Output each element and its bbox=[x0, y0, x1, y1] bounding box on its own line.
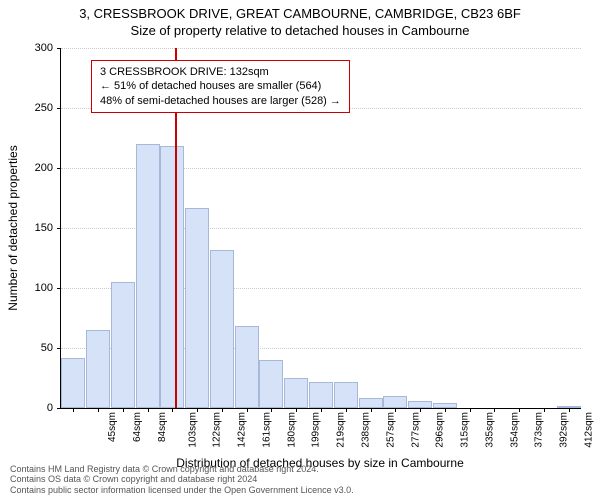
title-line-2: Size of property relative to detached ho… bbox=[0, 21, 600, 38]
ytick-label: 200 bbox=[13, 162, 53, 174]
xtick-mark bbox=[494, 408, 495, 412]
xtick-label: 161sqm bbox=[262, 412, 273, 448]
histogram-bar bbox=[185, 208, 209, 408]
ytick-label: 100 bbox=[13, 282, 53, 294]
histogram-bar bbox=[160, 146, 184, 408]
footer: Contains HM Land Registry data © Crown c… bbox=[10, 464, 354, 496]
xtick-mark bbox=[420, 408, 421, 412]
xtick-label: 257sqm bbox=[385, 412, 396, 448]
xtick-label: 277sqm bbox=[410, 412, 421, 448]
gridline bbox=[61, 48, 581, 49]
xtick-label: 373sqm bbox=[534, 412, 545, 448]
histogram-bar bbox=[259, 360, 283, 408]
ytick-label: 150 bbox=[13, 222, 53, 234]
xtick-mark bbox=[222, 408, 223, 412]
ytick-label: 50 bbox=[13, 342, 53, 354]
xtick-label: 142sqm bbox=[237, 412, 248, 448]
xtick-mark bbox=[544, 408, 545, 412]
xtick-label: 64sqm bbox=[132, 412, 143, 442]
title-line-1: 3, CRESSBROOK DRIVE, GREAT CAMBOURNE, CA… bbox=[0, 0, 600, 21]
histogram-bar bbox=[284, 378, 308, 408]
ytick-label: 250 bbox=[13, 102, 53, 114]
ytick-label: 300 bbox=[13, 42, 53, 54]
xtick-label: 84sqm bbox=[157, 412, 168, 442]
xtick-mark bbox=[98, 408, 99, 412]
ytick-mark bbox=[57, 348, 61, 349]
footer-line-1: Contains HM Land Registry data © Crown c… bbox=[10, 464, 354, 475]
xtick-label: 45sqm bbox=[107, 412, 118, 442]
xtick-label: 219sqm bbox=[336, 412, 347, 448]
xtick-mark bbox=[123, 408, 124, 412]
xtick-mark bbox=[172, 408, 173, 412]
xtick-label: 180sqm bbox=[286, 412, 297, 448]
histogram-bar bbox=[383, 396, 407, 408]
xtick-label: 296sqm bbox=[435, 412, 446, 448]
xtick-label: 335sqm bbox=[484, 412, 495, 448]
histogram-bar bbox=[210, 250, 234, 408]
xtick-mark bbox=[395, 408, 396, 412]
histogram-bar bbox=[334, 382, 358, 408]
xtick-mark bbox=[371, 408, 372, 412]
xtick-mark bbox=[470, 408, 471, 412]
info-line-2: ← 51% of detached houses are smaller (56… bbox=[100, 79, 341, 93]
xtick-mark bbox=[445, 408, 446, 412]
xtick-label: 392sqm bbox=[559, 412, 570, 448]
ytick-mark bbox=[57, 48, 61, 49]
histogram-bar bbox=[136, 144, 160, 408]
ytick-mark bbox=[57, 288, 61, 289]
chart-container: 3, CRESSBROOK DRIVE, GREAT CAMBOURNE, CA… bbox=[0, 0, 600, 500]
histogram-bar bbox=[61, 358, 85, 408]
ytick-label: 0 bbox=[13, 402, 53, 414]
histogram-bar bbox=[86, 330, 110, 408]
xtick-mark bbox=[569, 408, 570, 412]
xtick-mark bbox=[519, 408, 520, 412]
xtick-mark bbox=[346, 408, 347, 412]
xtick-label: 315sqm bbox=[460, 412, 471, 448]
ytick-mark bbox=[57, 228, 61, 229]
plot-area: 05010015020025030045sqm64sqm84sqm103sqm1… bbox=[60, 48, 581, 409]
ytick-mark bbox=[57, 408, 61, 409]
histogram-bar bbox=[309, 382, 333, 408]
xtick-mark bbox=[321, 408, 322, 412]
footer-line-3: Contains public sector information licen… bbox=[10, 485, 354, 496]
histogram-bar bbox=[111, 282, 135, 408]
xtick-mark bbox=[73, 408, 74, 412]
xtick-mark bbox=[197, 408, 198, 412]
ytick-mark bbox=[57, 108, 61, 109]
histogram-bar bbox=[235, 326, 259, 408]
xtick-label: 103sqm bbox=[187, 412, 198, 448]
histogram-bar bbox=[408, 401, 432, 408]
xtick-mark bbox=[296, 408, 297, 412]
xtick-label: 199sqm bbox=[311, 412, 322, 448]
histogram-bar bbox=[359, 398, 383, 408]
info-line-1: 3 CRESSBROOK DRIVE: 132sqm bbox=[100, 65, 341, 79]
xtick-label: 238sqm bbox=[361, 412, 372, 448]
xtick-mark bbox=[148, 408, 149, 412]
footer-line-2: Contains OS data © Crown copyright and d… bbox=[10, 474, 354, 485]
xtick-mark bbox=[247, 408, 248, 412]
info-line-3: 48% of semi-detached houses are larger (… bbox=[100, 94, 341, 108]
xtick-mark bbox=[271, 408, 272, 412]
info-box: 3 CRESSBROOK DRIVE: 132sqm ← 51% of deta… bbox=[91, 60, 350, 113]
xtick-label: 412sqm bbox=[583, 412, 594, 448]
ytick-mark bbox=[57, 168, 61, 169]
xtick-label: 122sqm bbox=[212, 412, 223, 448]
xtick-label: 354sqm bbox=[509, 412, 520, 448]
